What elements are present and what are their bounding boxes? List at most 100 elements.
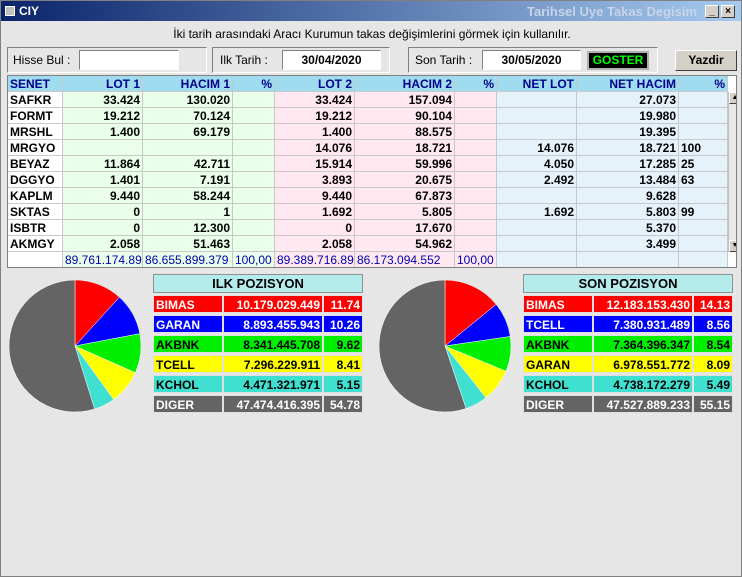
column-header[interactable]: NET LOT: [497, 76, 577, 92]
position-value: 7.296.229.911: [223, 355, 323, 373]
table-row-senet[interactable]: AKMGY: [8, 236, 63, 252]
table-cell: [679, 92, 728, 108]
position-name: KCHOL: [523, 375, 593, 393]
position-name: GARAN: [153, 315, 223, 333]
table-cell: 18.721: [355, 140, 455, 156]
table-cell: 25: [679, 156, 728, 172]
table-cell: 1: [143, 204, 233, 220]
table-cell: 33.424: [275, 92, 355, 108]
table-cell: 13.484: [577, 172, 679, 188]
column-header[interactable]: HACIM 2: [355, 76, 455, 92]
table-cell: 14.076: [275, 140, 355, 156]
table-cell: 3.499: [577, 236, 679, 252]
position-value: 7.380.931.489: [593, 315, 693, 333]
position-name: AKBNK: [523, 335, 593, 353]
column-header[interactable]: SENET: [8, 76, 63, 92]
table-cell: 0: [275, 220, 355, 236]
table-total-cell: [577, 252, 679, 267]
close-button[interactable]: ×: [721, 5, 735, 18]
table-row-senet[interactable]: KAPLM: [8, 188, 63, 204]
pie-slice-diger: [378, 279, 467, 413]
table-cell: 17.670: [355, 220, 455, 236]
column-header[interactable]: %: [679, 76, 728, 92]
table-cell: 7.191: [143, 172, 233, 188]
table-cell: 157.094: [355, 92, 455, 108]
table-cell: 63: [679, 172, 728, 188]
table-cell: [455, 92, 497, 108]
son-tarih-label: Son Tarih :: [415, 53, 473, 67]
position-pct: 5.49: [693, 375, 733, 393]
column-header[interactable]: %: [233, 76, 275, 92]
table-row-senet[interactable]: SAFKR: [8, 92, 63, 108]
table-row-senet[interactable]: ISBTR: [8, 220, 63, 236]
table-cell: [233, 204, 275, 220]
yazdir-button[interactable]: Yazdir: [675, 50, 737, 71]
column-header[interactable]: LOT 2: [275, 76, 355, 92]
table-cell: 99: [679, 204, 728, 220]
position-name: BIMAS: [153, 295, 223, 313]
table-cell: 2.058: [275, 236, 355, 252]
scroll-up-icon[interactable]: ▲: [729, 92, 736, 104]
table-row-senet[interactable]: FORMT: [8, 108, 63, 124]
table-cell: 11.864: [63, 156, 143, 172]
hisse-input[interactable]: [79, 50, 179, 70]
app-name-text: CIY: [19, 4, 40, 18]
table-cell: [233, 108, 275, 124]
goster-button[interactable]: GOSTER: [587, 51, 649, 70]
app-icon: [5, 6, 15, 16]
table-cell: 0: [63, 204, 143, 220]
table-cell: 2.492: [497, 172, 577, 188]
position-pct: 5.15: [323, 375, 363, 393]
table-scrollbar[interactable]: ▲ ▼: [728, 92, 736, 252]
table-cell: [63, 140, 143, 156]
table-row-senet[interactable]: BEYAZ: [8, 156, 63, 172]
table-cell: 69.179: [143, 124, 233, 140]
table-total-cell: 100,00: [233, 252, 275, 267]
pie-slice-diger: [8, 279, 95, 413]
table-cell: [455, 140, 497, 156]
table-row-senet[interactable]: MRSHL: [8, 124, 63, 140]
position-value: 4.471.321.971: [223, 375, 323, 393]
title-bar: CIY Tarihsel Uye Takas Degisim _ ×: [1, 1, 741, 21]
ilk-tarih-input[interactable]: 30/04/2020: [282, 50, 381, 70]
table-cell: [455, 108, 497, 124]
position-value: 4.738.172.279: [593, 375, 693, 393]
table-row-senet[interactable]: MRGYO: [8, 140, 63, 156]
table-cell: [143, 140, 233, 156]
position-pct: 9.62: [323, 335, 363, 353]
table-cell: [455, 204, 497, 220]
takas-table: SENET LOT 1 HACIM 1% LOT 2 HACIM 2% NET LOT NE…: [7, 75, 737, 268]
table-cell: [679, 220, 728, 236]
column-header[interactable]: NET HACIM: [577, 76, 679, 92]
table-cell: 1.400: [63, 124, 143, 140]
table-cell: 54.962: [355, 236, 455, 252]
table-cell: 1.400: [275, 124, 355, 140]
app-name: CIY: [5, 4, 39, 18]
hint-text: İki tarih arasındaki Aracı Kurumun takas…: [173, 27, 571, 41]
column-header[interactable]: LOT 1: [63, 76, 143, 92]
hisse-label: Hisse Bul :: [13, 53, 71, 67]
table-cell: 3.893: [275, 172, 355, 188]
table-total-cell: 89.389.716.891: [275, 252, 355, 267]
table-cell: [679, 124, 728, 140]
table-cell: 19.212: [275, 108, 355, 124]
table-cell: 0: [63, 220, 143, 236]
son-tarih-input[interactable]: 30/05/2020: [482, 50, 581, 70]
table-cell: [455, 188, 497, 204]
column-header[interactable]: %: [455, 76, 497, 92]
table-total-cell: 86.173.094.552: [355, 252, 455, 267]
son-pozisyon-title: SON POZISYON: [523, 274, 733, 293]
table-row-senet[interactable]: DGGYO: [8, 172, 63, 188]
table-cell: [455, 172, 497, 188]
table-cell: [233, 156, 275, 172]
minimize-button[interactable]: _: [705, 5, 719, 18]
table-row-senet[interactable]: SKTAS: [8, 204, 63, 220]
table-cell: [233, 220, 275, 236]
table-cell: 27.073: [577, 92, 679, 108]
position-value: 10.179.029.449: [223, 295, 323, 313]
column-header[interactable]: HACIM 1: [143, 76, 233, 92]
scroll-down-icon[interactable]: ▼: [729, 240, 736, 252]
position-pct: 10.26: [323, 315, 363, 333]
ilk-pozisyon-pie: [8, 279, 142, 413]
